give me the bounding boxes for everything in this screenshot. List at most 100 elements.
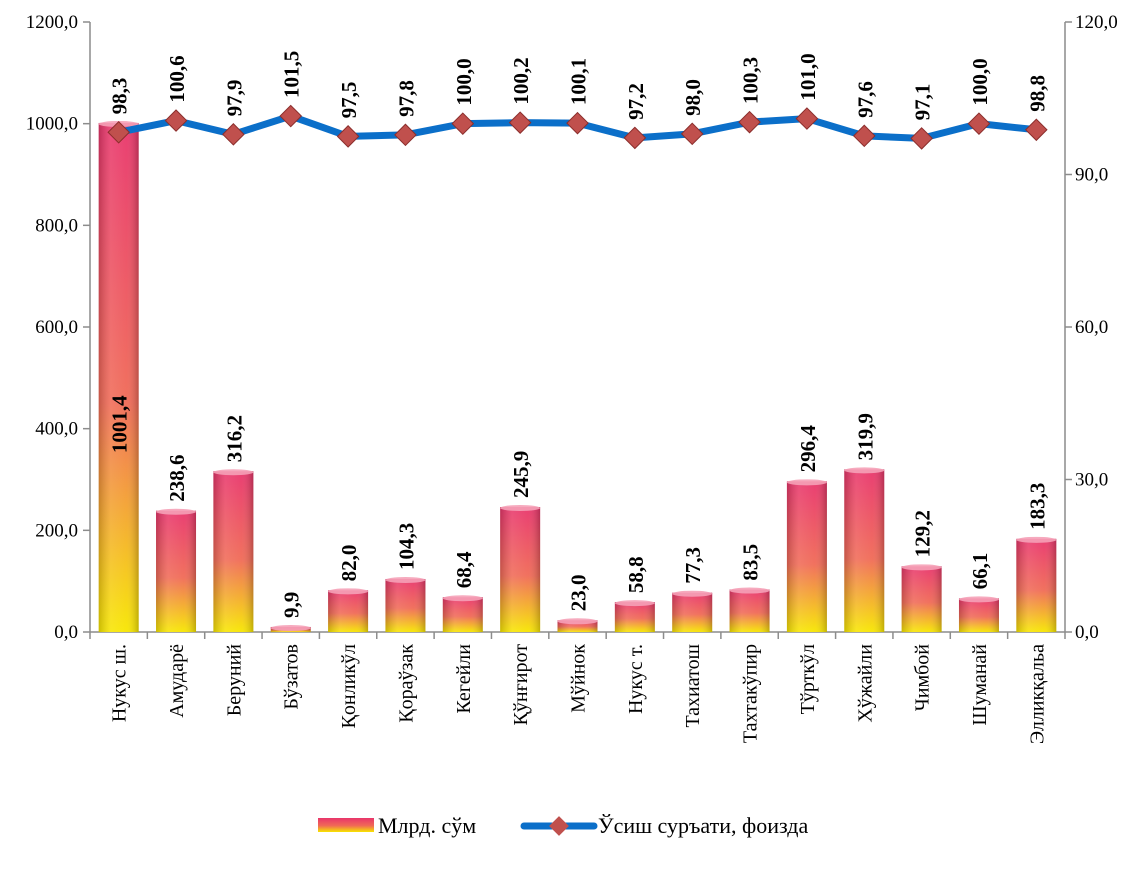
bar-shade	[729, 589, 770, 632]
y-right-tick-label: 30,0	[1075, 470, 1108, 491]
line-marker	[738, 110, 761, 134]
bar-value-label: 68,4	[452, 551, 476, 588]
y-left-tick-label: 1000,0	[26, 114, 78, 135]
bar-shade	[328, 590, 369, 632]
bar-shade	[500, 507, 541, 632]
bar-cap	[385, 576, 426, 583]
line-value-label: 97,5	[337, 82, 361, 119]
legend-bar-swatch	[318, 818, 374, 832]
x-category-label: Бўзатов	[281, 644, 303, 710]
bar-shade	[614, 602, 655, 632]
line-marker	[164, 109, 188, 132]
bar-value-label: 238,6	[165, 454, 189, 501]
bar-cap	[156, 508, 197, 515]
x-category-label: Тахтакўпир	[740, 644, 762, 743]
line-value-label: 101,5	[280, 51, 304, 98]
x-category-label: Қораўзак	[395, 644, 417, 723]
bar-cap	[614, 600, 655, 607]
bar-value-label: 245,9	[509, 451, 533, 498]
bar-value-label: 296,4	[796, 425, 820, 473]
bar-cap	[672, 590, 713, 597]
line-marker	[222, 123, 245, 146]
x-category-label: Нукус ш.	[109, 644, 131, 722]
bar-cap	[844, 467, 885, 474]
y-right-tick-label: 120,0	[1075, 12, 1118, 33]
x-category-label: Нукус т.	[625, 644, 647, 714]
line-marker	[566, 111, 589, 135]
x-category-label: Қонликўл	[338, 644, 360, 728]
x-category-label: Мўйнок	[568, 644, 590, 713]
line-layer	[107, 104, 1048, 150]
bar-value-label: 82,0	[337, 545, 361, 582]
x-category-label: Шуманай	[969, 644, 991, 726]
bar-shade	[557, 620, 598, 632]
line-value-label: 98,0	[681, 79, 705, 116]
x-category-label: Тўрткўл	[797, 644, 819, 714]
bar-shade	[442, 597, 483, 632]
x-category-label: Тахиатош	[682, 643, 704, 727]
y-left-tick-label: 600,0	[35, 317, 78, 338]
line-value-label: 100,0	[452, 58, 476, 105]
legend-line-marker	[549, 816, 569, 836]
line-value-label: 100,0	[968, 58, 992, 105]
bar-shade	[844, 469, 885, 632]
line-value-label: 100,1	[567, 58, 591, 105]
bar-cap	[442, 595, 483, 602]
x-category-label: Хўжайли	[854, 644, 876, 723]
bar-value-label: 23,0	[567, 575, 591, 612]
line-value-label: 100,6	[165, 55, 189, 102]
line-marker	[910, 127, 933, 150]
line-value-label: 97,6	[853, 81, 877, 118]
line-marker	[1025, 118, 1048, 142]
bar-shade	[213, 471, 254, 632]
line-value-label: 101,0	[796, 53, 820, 100]
bar-value-label: 58,8	[624, 556, 648, 593]
x-category-label: Беруний	[223, 644, 245, 717]
line-marker	[394, 123, 417, 147]
y-left-tick-label: 0,0	[54, 622, 78, 643]
y-left-tick-label: 400,0	[35, 419, 78, 440]
line-value-label: 97,8	[394, 80, 418, 117]
bar-value-label: 66,1	[968, 553, 992, 590]
line-marker	[107, 120, 130, 144]
x-category-label: Элликқальа	[1026, 644, 1048, 744]
bars-layer	[98, 120, 1057, 632]
bar-value-label: 77,3	[681, 547, 705, 584]
bar-value-label: 319,9	[853, 413, 877, 460]
y-right-tick-label: 0,0	[1075, 622, 1099, 643]
line-marker	[852, 124, 876, 148]
bar-shade	[672, 592, 713, 632]
bar-shade	[1016, 538, 1057, 632]
axes-layer: 0,0 200,0 400,0 600,0 800,0 1000,0 1200,0 0,0 30…	[26, 12, 1118, 744]
bar-cap	[1016, 536, 1057, 543]
bar-cap	[500, 505, 541, 512]
line-value-label: 100,3	[739, 57, 763, 104]
bar-value-label: 104,3	[394, 523, 418, 570]
line-marker	[508, 111, 532, 134]
bar-cap	[958, 596, 999, 603]
y-right-tick-label: 60,0	[1075, 317, 1108, 338]
bar-cap	[901, 564, 942, 571]
line-value-label: 100,2	[509, 57, 533, 104]
line-value-label: 97,9	[222, 80, 246, 117]
x-category-label: Чимбой	[912, 644, 934, 712]
bar-value-label: 9,9	[280, 592, 304, 618]
bar-cap	[786, 479, 827, 486]
x-category-label: Кегейли	[453, 644, 475, 714]
line-marker	[967, 112, 991, 135]
legend-line-label: Ўсиш суръати, фоизда	[598, 813, 809, 838]
bar-shade	[901, 566, 942, 632]
y-left-tick-label: 800,0	[35, 215, 78, 236]
bar-cap	[213, 469, 254, 476]
bar-cap	[328, 588, 369, 595]
bar-cap	[729, 587, 770, 594]
bar-value-label: 1001,4	[108, 395, 132, 453]
line-value-label: 97,1	[911, 84, 935, 121]
y-right-tick-label: 90,0	[1075, 165, 1108, 186]
legend: Млрд. сўм Ўсиш суръати, фоизда	[318, 813, 809, 838]
legend-bar-label: Млрд. сўм	[378, 813, 476, 838]
bar-shade	[156, 510, 197, 632]
bar-value-label: 316,2	[222, 415, 246, 462]
